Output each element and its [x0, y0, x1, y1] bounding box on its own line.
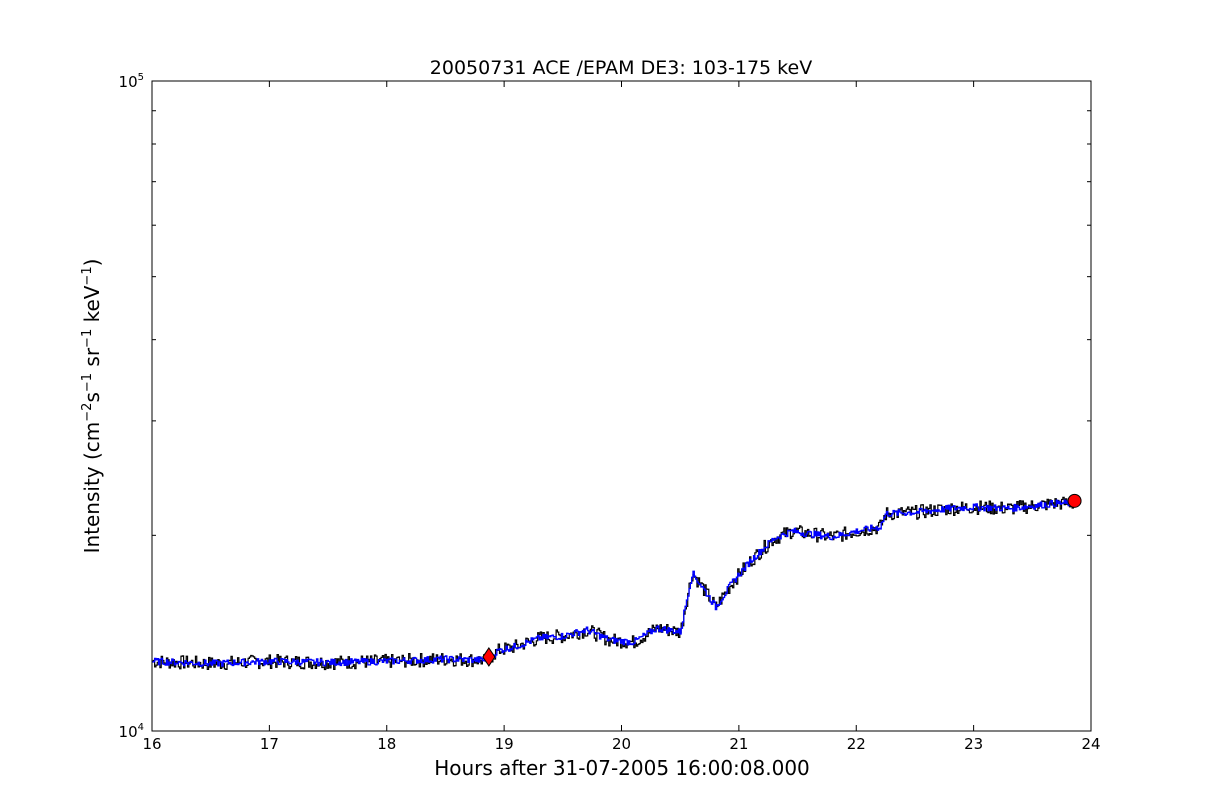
y-label-suffix: )	[80, 259, 104, 267]
event-circle-marker	[1067, 493, 1082, 508]
x-tick-label: 21	[729, 735, 748, 753]
x-tick-label: 20	[612, 735, 631, 753]
event-diamond-marker	[482, 647, 496, 667]
y-label-exp-4: −1	[80, 266, 95, 285]
series-layer	[152, 496, 1075, 671]
x-tick-label: 18	[377, 735, 396, 753]
x-tick-label: 17	[260, 735, 279, 753]
x-tick-label: 22	[847, 735, 866, 753]
y-label-exp-2: −1	[80, 373, 95, 392]
x-tick-label: 23	[964, 735, 983, 753]
ticks-layer	[151, 80, 1092, 732]
y-tick-label: 105	[119, 72, 144, 91]
x-tick-label: 16	[142, 735, 161, 753]
x-tick-label: 24	[1081, 735, 1100, 753]
y-axis-label: Intensity (cm−2s−1 sr−1 keV−1)	[80, 259, 104, 554]
series-smoothed-line	[152, 499, 1075, 668]
series-raw-line	[152, 496, 1074, 671]
plot-frame	[151, 80, 1092, 732]
y-tick-label: 104	[119, 722, 144, 741]
x-axis-label: Hours after 31-07-2005 16:00:08.000	[434, 756, 810, 780]
plot-area	[151, 80, 1092, 732]
x-tick-labels: 16 17 18 19 20 21 22 23 24	[142, 735, 1100, 753]
chart-title: 20050731 ACE /EPAM DE3: 103-175 keV	[430, 57, 812, 79]
marker-layer	[482, 493, 1082, 667]
y-label-kev: keV	[80, 285, 104, 329]
x-tick-label: 19	[495, 735, 514, 753]
y-label-exp-1: −2	[80, 403, 95, 422]
y-label-sr: sr	[80, 347, 104, 373]
y-label-s: s	[80, 392, 104, 402]
y-label-prefix: Intensity (cm	[80, 422, 104, 554]
y-tick-labels: 104 105	[119, 72, 144, 741]
y-label-exp-3: −1	[80, 329, 95, 348]
